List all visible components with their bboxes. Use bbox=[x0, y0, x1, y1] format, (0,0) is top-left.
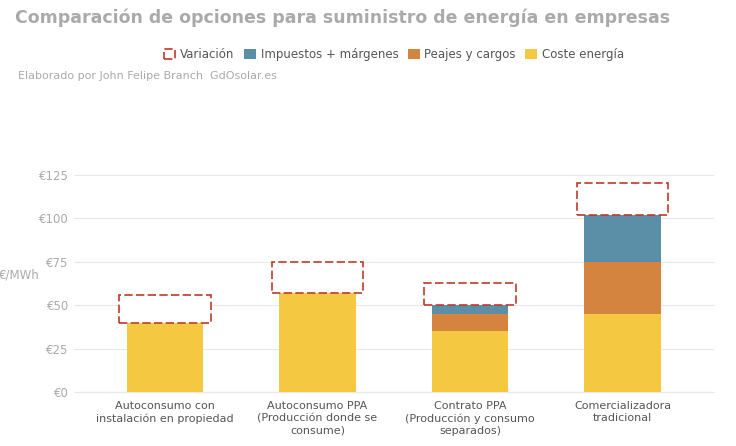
Bar bbox=[432, 331, 508, 392]
Bar bbox=[424, 283, 516, 306]
Y-axis label: €/MWh: €/MWh bbox=[0, 268, 40, 281]
Bar bbox=[119, 295, 210, 323]
Bar bbox=[584, 215, 660, 262]
Text: Comparación de opciones para suministro de energía en empresas: Comparación de opciones para suministro … bbox=[15, 9, 670, 27]
Bar bbox=[432, 314, 508, 331]
Legend: Variación, Impuestos + márgenes, Peajes y cargos, Coste energía: Variación, Impuestos + márgenes, Peajes … bbox=[161, 46, 626, 64]
Bar bbox=[432, 306, 508, 314]
Bar bbox=[584, 314, 660, 392]
Bar bbox=[272, 262, 364, 293]
Bar bbox=[127, 323, 203, 392]
Text: Elaborado por John Felipe Branch  GdOsolar.es: Elaborado por John Felipe Branch GdOsola… bbox=[18, 71, 277, 81]
Bar bbox=[280, 293, 355, 392]
Bar bbox=[577, 183, 668, 215]
Bar bbox=[584, 262, 660, 314]
